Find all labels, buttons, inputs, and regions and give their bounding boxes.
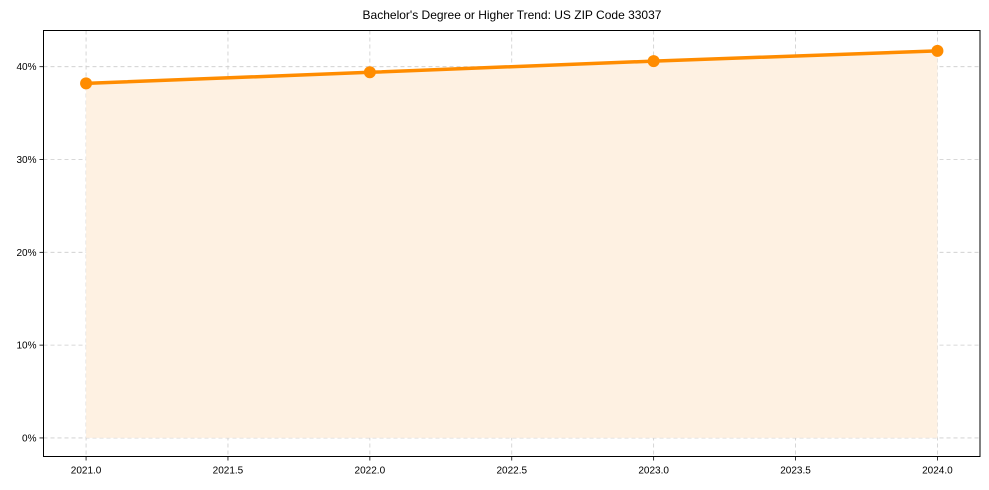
- data-point-marker: [931, 44, 944, 57]
- chart-title: Bachelor's Degree or Higher Trend: US ZI…: [362, 8, 662, 22]
- data-markers: [80, 44, 944, 90]
- x-tick-label: 2022.0: [355, 466, 386, 477]
- data-point-marker: [363, 66, 376, 79]
- series-line: [86, 49, 938, 86]
- y-tick-label: 40%: [16, 62, 36, 73]
- area-fill: [86, 50, 938, 438]
- y-tick-label: 20%: [16, 248, 36, 259]
- y-tick-label: 10%: [16, 341, 36, 352]
- data-point-marker: [647, 55, 660, 68]
- x-tick-label: 2023.0: [638, 466, 669, 477]
- x-tick-label: 2023.5: [780, 466, 811, 477]
- x-axis: 2021.0 2021.5 2022.0 2022.5 2023.0 2023.5 2024…: [71, 456, 953, 477]
- x-tick-label: 2021.0: [71, 466, 102, 477]
- data-point-marker: [80, 77, 93, 90]
- y-tick-label: 30%: [16, 155, 36, 166]
- y-tick-label: 0%: [22, 433, 37, 444]
- y-axis: 0% 10% 20% 30% 40%: [16, 62, 44, 444]
- x-tick-label: 2021.5: [213, 466, 244, 477]
- x-tick-label: 2022.5: [496, 466, 527, 477]
- x-tick-label: 2024.0: [922, 466, 953, 477]
